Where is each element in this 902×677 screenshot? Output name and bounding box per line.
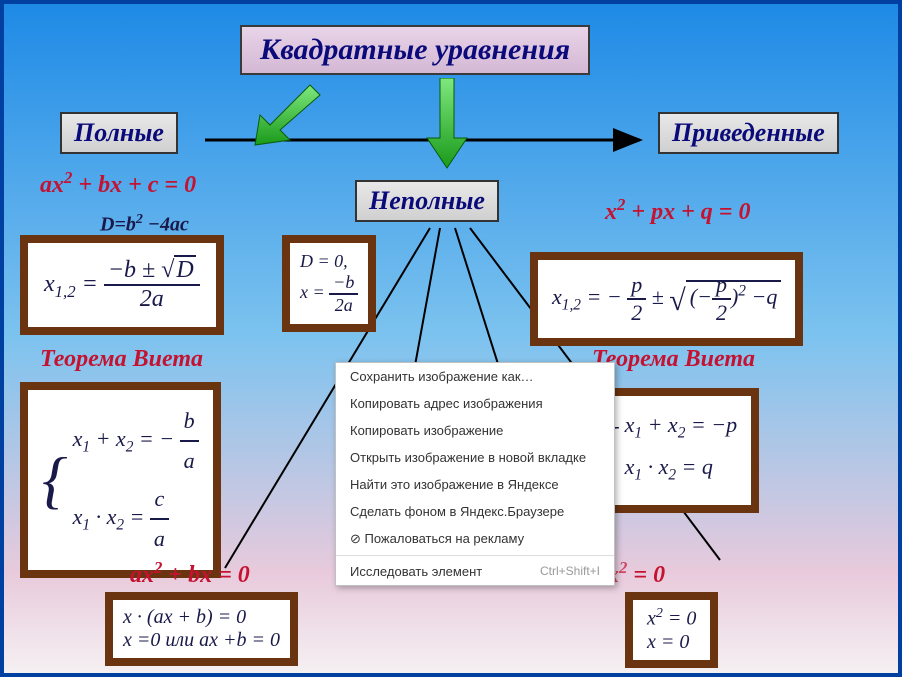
menu-set-background[interactable]: Сделать фоном в Яндекс.Браузере xyxy=(336,498,614,525)
d-zero-box: D = 0, x = −b2a xyxy=(282,235,376,332)
incomplete-c-box: x2 = 0 x = 0 xyxy=(625,592,718,668)
vieta-label-right: Теорема Виета xyxy=(592,346,755,373)
menu-inspect-label: Исследовать элемент xyxy=(350,564,482,579)
main-title: Квадратные уравнения xyxy=(240,25,590,75)
menu-report-ad[interactable]: ⊘ Пожаловаться на рекламу xyxy=(336,525,614,553)
category-reduced: Приведенные xyxy=(658,112,839,154)
menu-copy-image[interactable]: Копировать изображение xyxy=(336,417,614,444)
roots-reduced-box: x1,2 = − p2 ± √(−p2)2 −q xyxy=(530,252,803,346)
equation-full: ax2 + bx + c = 0 xyxy=(40,168,196,199)
discriminant-formula: D=b2 −4ac xyxy=(100,212,189,237)
incomplete-bx-label: ax2 + bx = 0 xyxy=(130,558,250,589)
context-menu[interactable]: Сохранить изображение как… Копировать ад… xyxy=(335,362,615,586)
menu-save-image[interactable]: Сохранить изображение как… xyxy=(336,363,614,390)
menu-separator xyxy=(336,555,614,556)
menu-open-new-tab[interactable]: Открыть изображение в новой вкладке xyxy=(336,444,614,471)
incomplete-bx-box: x · (ax + b) = 0 x =0 или ax +b = 0 xyxy=(105,592,298,666)
menu-inspect-shortcut: Ctrl+Shift+I xyxy=(540,564,600,578)
vieta-label-left: Теорема Виета xyxy=(40,346,203,373)
menu-find-yandex[interactable]: Найти это изображение в Яндексе xyxy=(336,471,614,498)
category-incomplete: Неполные xyxy=(355,180,499,222)
category-full: Полные xyxy=(60,112,178,154)
roots-full-box: x1,2 = −b ± √D2a xyxy=(20,235,224,335)
arrow-full xyxy=(250,75,330,155)
menu-inspect[interactable]: Исследовать элемент Ctrl+Shift+I xyxy=(336,558,614,585)
vieta-full-box: { x1 + x2 = − ba x1 · x2 = ca xyxy=(20,382,221,578)
arrow-incomplete xyxy=(422,78,472,173)
menu-copy-address[interactable]: Копировать адрес изображения xyxy=(336,390,614,417)
equation-reduced: x2 + px + q = 0 xyxy=(605,195,750,226)
